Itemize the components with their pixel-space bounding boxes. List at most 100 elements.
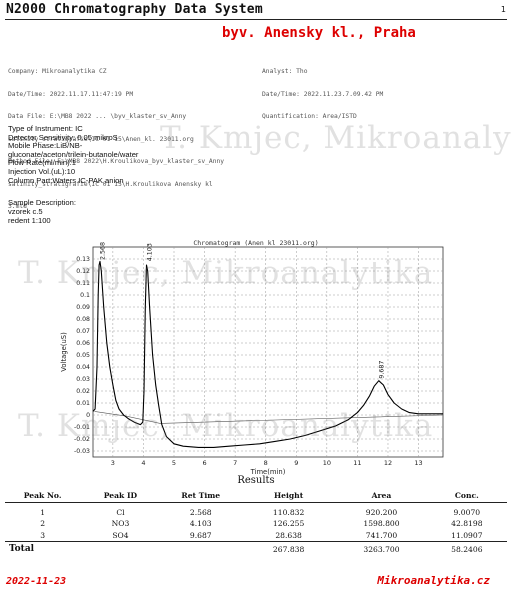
sample-name: vzorek c.5	[8, 207, 43, 216]
header-rule	[5, 19, 507, 20]
chart-title: Chromatogram (Anen kl 23011.org)	[193, 239, 319, 247]
cell: Cl	[116, 507, 125, 517]
param-line: gluconate/aceton/trilein-butanole/water	[8, 149, 139, 159]
watermark: T. Kmjec, Mikroanalytika	[160, 120, 512, 156]
y-tick-label: 0.1	[80, 292, 90, 299]
param-line: Injection Vol.(uL):10	[8, 166, 76, 176]
col-peak-no: Peak No.	[5, 488, 81, 503]
sample-label: Sample Description:	[8, 198, 76, 207]
param-line: Mobile Phase:LiB/NB-	[8, 141, 83, 151]
cell	[80, 541, 161, 556]
cell: 28.638	[275, 530, 302, 540]
cell: 2	[40, 519, 46, 529]
sample-description: Sample Description: vzorek c.5 redent 1:…	[8, 198, 76, 225]
y-tick-label: -0.02	[74, 436, 90, 443]
x-tick-label: 13	[414, 459, 422, 467]
y-tick-label: 0.06	[76, 340, 90, 347]
results-table: Peak No. Peak ID Ret Time Height Area Co…	[5, 488, 507, 556]
cell: 1	[40, 507, 46, 517]
y-tick-label: -0.03	[74, 448, 90, 455]
lab-name: byv. Anensky kl., Praha	[222, 25, 416, 41]
x-tick-label: 3	[111, 459, 115, 467]
y-tick-label: 0.05	[76, 352, 90, 359]
x-tick-label: 6	[203, 459, 207, 467]
table-row: 1 Cl 2.568 110.832 920.200 9.0070	[5, 503, 507, 519]
watermark: T. Kmjec, Mikroanalytika	[18, 255, 434, 291]
cell: 126.255	[272, 519, 305, 529]
instrument-params: Type of Instrument: IC Detector Sensitiv…	[8, 124, 139, 185]
cell: 3	[40, 530, 46, 540]
plot-frame	[92, 246, 444, 458]
total-row: Total 267.838 3263.700 58.2406	[5, 541, 507, 556]
table-row: 2 NO3 4.103 126.255 1598.800 42.8198	[5, 518, 507, 530]
x-tick-label: 4	[141, 459, 145, 467]
y-tick-label: 0.02	[76, 388, 90, 395]
y-tick-label: 0.12	[76, 268, 90, 275]
param-line: Detector Sensitivity: 0.05 mikroS	[8, 132, 118, 142]
cell: 11.0907	[451, 530, 483, 540]
y-tick-label: 0.08	[76, 316, 90, 323]
y-axis-label: Voltage(uS)	[60, 332, 68, 372]
y-tick-label: 0.04	[76, 364, 90, 371]
col-conc: Conc.	[426, 488, 507, 503]
table-row: 3 SO4 9.687 28.638 741.700 11.0907	[5, 530, 507, 542]
meta-line: Date/Time: 2022.11.23.7.09.42 PM	[262, 90, 384, 98]
y-tick-label: 0.11	[76, 280, 90, 287]
footer-site: Mikroanalytika.cz	[377, 574, 490, 587]
cell: 1598.800	[363, 519, 400, 529]
col-area: Area	[336, 488, 427, 503]
peak-label: 9.687	[378, 361, 385, 379]
cell: NO3	[111, 519, 130, 529]
sample-dilution: redent 1:100	[8, 216, 51, 225]
results-title: Results	[237, 475, 275, 486]
cell: 42.8198	[451, 519, 483, 529]
meta-line: Data File: E:\MB8 2022 ... \byv_klaster_…	[8, 113, 187, 120]
page-number: 1	[500, 5, 506, 14]
cell: 110.832	[272, 507, 305, 517]
cell: 4.103	[189, 519, 212, 529]
total-conc: 58.2406	[426, 541, 507, 556]
x-axis-label: Time(min)	[250, 468, 286, 476]
meta-line: Quantification: Area/ISTD	[262, 113, 357, 120]
y-tick-label: 0.09	[76, 304, 90, 311]
y-tick-label: 0.01	[76, 400, 90, 407]
x-tick-label: 9	[294, 459, 298, 467]
param-line: Type of Instrument: IC	[8, 124, 83, 133]
total-area: 3263.700	[336, 541, 427, 556]
x-tick-label: 8	[264, 459, 268, 467]
x-tick-label: 10	[323, 459, 331, 467]
col-peak-id: Peak ID	[80, 488, 161, 503]
cell: 920.200	[365, 507, 398, 517]
meta-line: Company: Mikroanalytika CZ	[8, 68, 107, 75]
cell: 9.0070	[453, 507, 481, 517]
metadata-right: Analyst: Tho Date/Time: 2022.11.23.7.09.…	[262, 53, 383, 128]
cell: SO4	[112, 530, 129, 540]
results-header-row: Peak No. Peak ID Ret Time Height Area Co…	[5, 488, 507, 503]
meta-line: Analyst: Tho	[262, 68, 308, 75]
col-height: Height	[240, 488, 337, 503]
footer-date: 2022-11-23	[6, 576, 67, 587]
y-tick-label: 0.13	[76, 256, 90, 263]
y-tick-label: 0.03	[76, 376, 90, 383]
meta-line: salinity_stratigrafie\IC 01 15\Anen_kl. …	[8, 135, 194, 143]
x-tick-label: 5	[172, 459, 176, 467]
x-tick-label: 12	[384, 459, 392, 467]
y-tick-label: 0	[86, 412, 90, 419]
chromatogram-trace	[92, 260, 443, 448]
cell	[160, 541, 241, 556]
x-tick-label: 7	[233, 459, 237, 467]
peak-label: 2.568	[100, 242, 107, 260]
cell: 2.568	[189, 507, 212, 517]
meta-line: 3.mtd	[8, 203, 27, 210]
cell: 9.687	[189, 530, 212, 540]
meta-line: salinity_stratigrafie\IC 01 15\H.Kroulik…	[8, 180, 213, 188]
metadata-left: Company: Mikroanalytika CZ Date/Time: 20…	[8, 53, 273, 218]
param-line: Flow Rate(ml/min):1	[8, 158, 76, 168]
cell: 741.700	[365, 530, 398, 540]
y-tick-label: -0.01	[74, 424, 90, 431]
total-label: Total	[5, 541, 81, 556]
meta-line: Method File: E:\MB8 2022\H.Kroulikova_by…	[8, 158, 225, 165]
peak-label: 4.103	[147, 243, 154, 261]
col-ret-time: Ret Time	[160, 488, 241, 503]
